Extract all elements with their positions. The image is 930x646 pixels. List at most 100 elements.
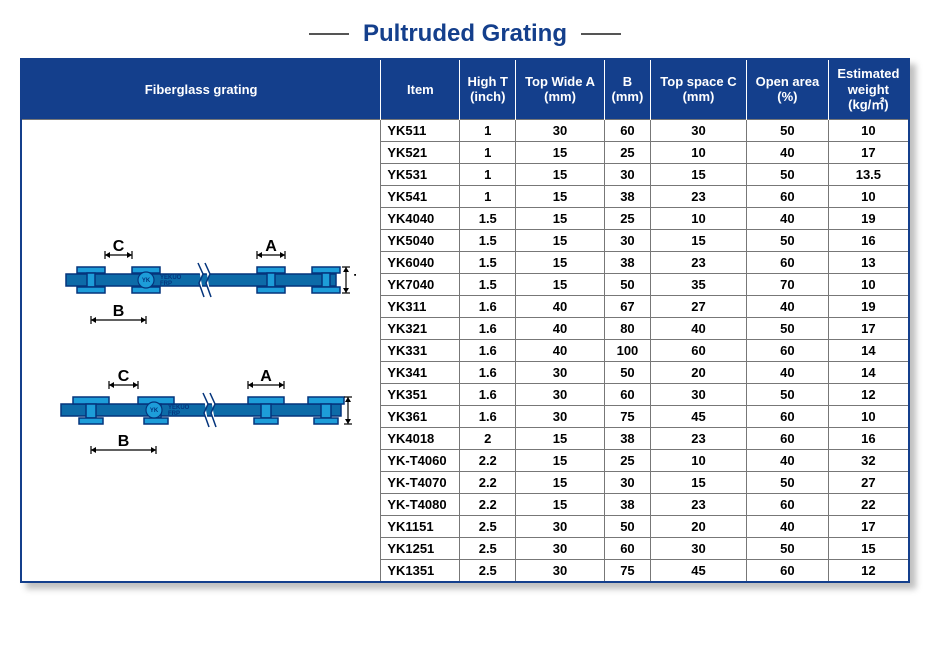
cell: 25 <box>604 207 650 229</box>
cell: 15 <box>828 537 909 559</box>
cell: 80 <box>604 317 650 339</box>
cell: YK1151 <box>381 515 460 537</box>
cell: 32 <box>828 449 909 471</box>
cell: 2.5 <box>460 559 516 582</box>
svg-text:C: C <box>118 368 130 385</box>
cell: 70 <box>747 273 829 295</box>
cell: 75 <box>604 405 650 427</box>
cell: 1.6 <box>460 383 516 405</box>
cell: YK511 <box>381 119 460 141</box>
cell: 1.6 <box>460 361 516 383</box>
cell: 20 <box>650 361 746 383</box>
cell: YK321 <box>381 317 460 339</box>
cell: 25 <box>604 449 650 471</box>
cell: 25 <box>604 141 650 163</box>
cell: YK-T4080 <box>381 493 460 515</box>
cell: 1.5 <box>460 273 516 295</box>
cell: YK4018 <box>381 427 460 449</box>
cell: 2.2 <box>460 471 516 493</box>
col-top-wide-a: Top Wide A(mm) <box>516 59 605 119</box>
cell: 27 <box>828 471 909 493</box>
cell: 15 <box>650 229 746 251</box>
col-weight: Estimatedweight(kg/㎡) <box>828 59 909 119</box>
cell: YK361 <box>381 405 460 427</box>
cell: 50 <box>747 471 829 493</box>
col-b: B(mm) <box>604 59 650 119</box>
svg-text:FRP: FRP <box>168 411 180 417</box>
cell: 40 <box>747 295 829 317</box>
table-body: YK YEKUO FRP C A B T <box>21 119 909 582</box>
cell: 15 <box>516 493 605 515</box>
cell: 60 <box>747 339 829 361</box>
cell: 2 <box>460 427 516 449</box>
cell: 16 <box>828 427 909 449</box>
cell: 15 <box>516 449 605 471</box>
svg-text:A: A <box>260 368 272 385</box>
diagram-tbeam: YK YEKUO FRP C A B T <box>46 360 356 470</box>
cell: 23 <box>650 185 746 207</box>
spec-table: Fiberglass grating Item High T(inch) Top… <box>20 58 910 583</box>
cell: 19 <box>828 207 909 229</box>
cell: YK351 <box>381 383 460 405</box>
cell: 2.5 <box>460 515 516 537</box>
cell: 50 <box>747 383 829 405</box>
cell: 30 <box>516 361 605 383</box>
cell: 60 <box>650 339 746 361</box>
cell: 1.6 <box>460 295 516 317</box>
cell: YK-T4070 <box>381 471 460 493</box>
cell: 12 <box>828 383 909 405</box>
cell: YK541 <box>381 185 460 207</box>
cell: 100 <box>604 339 650 361</box>
cell: 40 <box>516 339 605 361</box>
cell: 2.5 <box>460 537 516 559</box>
cell: 27 <box>650 295 746 317</box>
cell: 30 <box>516 537 605 559</box>
cell: 38 <box>604 185 650 207</box>
cell: YK311 <box>381 295 460 317</box>
cell: 15 <box>516 251 605 273</box>
cell: 14 <box>828 339 909 361</box>
cell: 1.6 <box>460 405 516 427</box>
cell: 30 <box>650 383 746 405</box>
cell: 15 <box>516 207 605 229</box>
page-title-row: Pultruded Grating <box>20 20 910 48</box>
col-high-t: High T(inch) <box>460 59 516 119</box>
cell: 40 <box>516 295 605 317</box>
cell: 19 <box>828 295 909 317</box>
cell: 50 <box>747 229 829 251</box>
cell: 50 <box>747 119 829 141</box>
cell: 10 <box>650 141 746 163</box>
cell: 13 <box>828 251 909 273</box>
cell: 15 <box>650 471 746 493</box>
cell: 10 <box>828 405 909 427</box>
cell: YK341 <box>381 361 460 383</box>
cell: 14 <box>828 361 909 383</box>
cell: 10 <box>828 185 909 207</box>
cell: 60 <box>747 427 829 449</box>
svg-text:YK: YK <box>150 408 159 414</box>
cell: 22 <box>828 493 909 515</box>
cell: 13.5 <box>828 163 909 185</box>
svg-text:FRP: FRP <box>160 281 172 287</box>
table-row: YK YEKUO FRP C A B T <box>21 119 909 141</box>
cell: 12 <box>828 559 909 582</box>
cell: 60 <box>747 559 829 582</box>
cell: 15 <box>516 273 605 295</box>
cell: 60 <box>747 493 829 515</box>
title-dash-left <box>309 33 349 35</box>
cell: 23 <box>650 493 746 515</box>
table-header-row: Fiberglass grating Item High T(inch) Top… <box>21 59 909 119</box>
cell: 30 <box>650 119 746 141</box>
cell: 1 <box>460 185 516 207</box>
cell: 50 <box>604 273 650 295</box>
cell: 50 <box>604 515 650 537</box>
diagram-cell: YK YEKUO FRP C A B T <box>21 119 381 582</box>
svg-text:YK: YK <box>142 278 151 284</box>
svg-text:B: B <box>113 303 125 320</box>
cell: 15 <box>516 471 605 493</box>
cell: 23 <box>650 251 746 273</box>
cell: 10 <box>650 207 746 229</box>
cell: YK1251 <box>381 537 460 559</box>
cell: 38 <box>604 251 650 273</box>
cell: 10 <box>650 449 746 471</box>
